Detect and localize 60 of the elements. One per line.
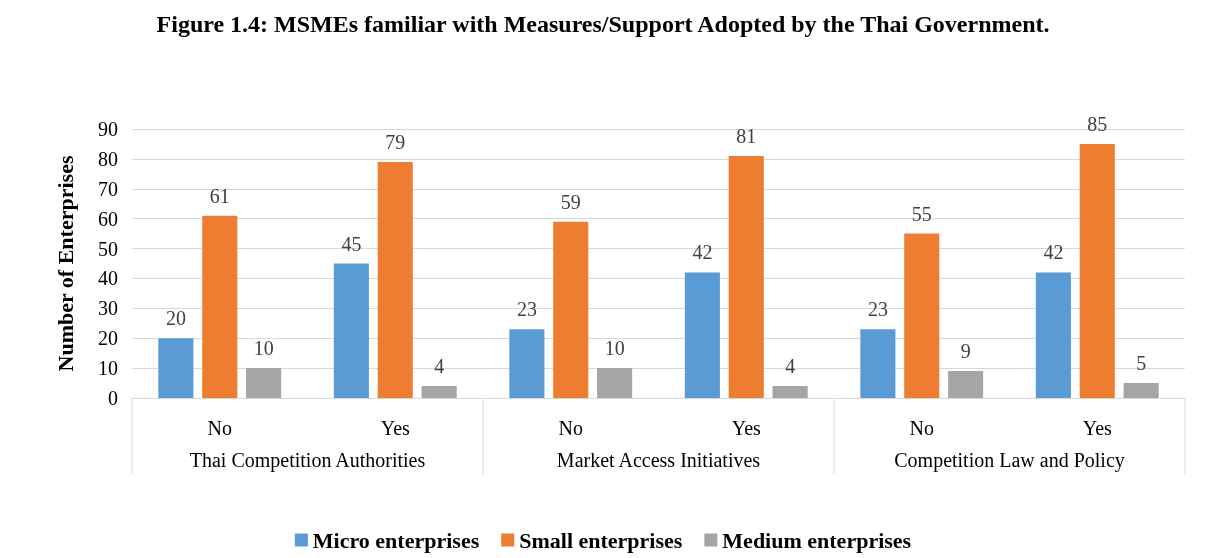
bar	[728, 155, 764, 398]
bar	[772, 386, 808, 398]
data-label: 59	[560, 190, 581, 213]
y-tick-label: 80	[98, 147, 118, 170]
data-label: 61	[209, 184, 230, 207]
y-axis-title: Number of Enterprises	[52, 155, 78, 372]
bar	[1035, 272, 1071, 398]
y-tick-label: 10	[98, 357, 118, 380]
bar	[246, 368, 282, 398]
bar	[421, 386, 457, 398]
y-tick-label: 50	[98, 237, 118, 260]
bar	[597, 368, 633, 398]
data-label: 81	[736, 124, 757, 147]
x-tick-label: Yes	[380, 417, 411, 439]
x-tick-label: No	[909, 417, 934, 439]
y-tick-label: 60	[98, 207, 118, 230]
chart-title: Figure 1.4: MSMEs familiar with Measures/Support Adopted by the Thai Government.	[156, 11, 1050, 37]
bar	[553, 221, 589, 398]
legend-label: Micro enterprises	[312, 527, 480, 553]
data-label: 4	[434, 355, 445, 378]
data-label: 9	[960, 340, 971, 363]
text: Market Access Initiatives	[556, 449, 761, 471]
data-label: 42	[692, 241, 713, 264]
data-label: 20	[165, 307, 186, 330]
bar	[1079, 143, 1115, 398]
data-label: 55	[911, 202, 932, 225]
data-label: 42	[1043, 241, 1064, 264]
data-label: 10	[604, 337, 625, 360]
x-tick-label: Yes	[1082, 417, 1113, 439]
y-tick-label: 40	[98, 267, 118, 290]
bar	[860, 329, 896, 398]
data-label: 23	[867, 298, 888, 321]
y-tick-label: 90	[98, 118, 118, 140]
bar	[684, 272, 720, 398]
bar	[202, 215, 238, 398]
bar	[509, 329, 545, 398]
bar	[1123, 383, 1159, 398]
bar	[904, 233, 940, 398]
y-tick-label: 0	[108, 387, 118, 409]
text: Competition Law and Policy	[894, 449, 1125, 472]
data-label: 4	[785, 355, 796, 378]
bar	[333, 263, 369, 398]
data-label: 85	[1087, 112, 1108, 135]
bar	[948, 371, 984, 398]
bar	[377, 161, 413, 398]
text: Thai Competition Authorities	[189, 449, 426, 472]
y-tick-label: 30	[98, 297, 118, 320]
data-label: 45	[341, 232, 362, 255]
legend-label: Medium enterprises	[722, 527, 912, 553]
data-label: 5	[1136, 352, 1147, 375]
x-tick-label: Yes	[731, 417, 762, 439]
x-tick-label: No	[558, 417, 583, 439]
x-tick-label: No	[207, 417, 232, 439]
data-label: 23	[516, 298, 537, 321]
y-tick-label: 20	[98, 327, 118, 350]
data-label: 79	[385, 130, 406, 153]
legend-label: Small enterprises	[519, 527, 683, 553]
bar	[158, 338, 194, 398]
data-label: 10	[253, 337, 274, 360]
y-tick-label: 70	[98, 177, 118, 200]
